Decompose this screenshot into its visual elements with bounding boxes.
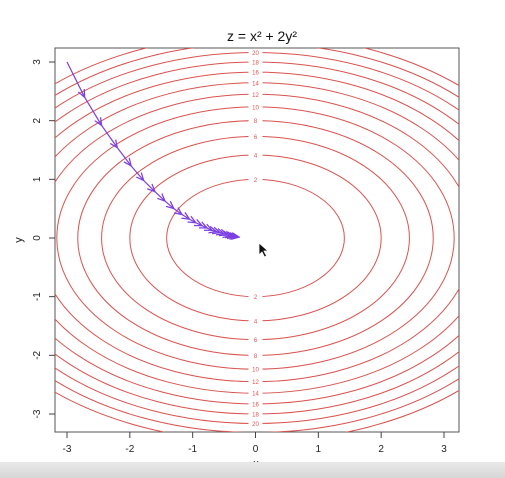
contour-label-bg <box>248 410 263 418</box>
contour-labels: 2 2 4 4 6 6 8 8 10 10 12 12 14 14 16 16 18 18 20 20 <box>248 48 263 428</box>
contour-line-6 <box>101 135 410 341</box>
plot-frame <box>54 47 460 433</box>
descent-step-arrow <box>173 209 182 215</box>
y-tick-label: -1 <box>32 292 43 301</box>
descent-step-arrow <box>202 226 207 228</box>
descent-step-arrow <box>207 228 212 230</box>
x-tick-label: -3 <box>63 444 72 455</box>
contour-label-bg <box>248 58 263 66</box>
contour-label: 2 <box>254 295 258 301</box>
descent-step-arrow <box>101 125 118 147</box>
contour-line-2 <box>166 178 345 298</box>
contour-label: 18 <box>252 61 259 67</box>
contour-label-bg <box>248 90 263 99</box>
y-tick-label: 3 <box>32 59 43 65</box>
contour-label-bg <box>248 116 263 125</box>
contour-label-bg <box>248 102 263 111</box>
contour-label: 6 <box>254 135 258 141</box>
descent-step-arrow <box>164 200 174 209</box>
descent-step-arrow <box>212 230 216 231</box>
x-tick-label: -2 <box>125 444 134 455</box>
x-axis-ticks: -3 -2 -1 0 1 2 3 <box>63 432 447 455</box>
x-tick-label: -1 <box>188 444 197 455</box>
contour-label-bg <box>248 389 263 398</box>
descent-step-arrow <box>154 191 165 201</box>
y-axis-label: y <box>13 237 25 243</box>
contour-label-bg <box>248 419 263 428</box>
contour-label-bg <box>248 151 263 160</box>
contour-label-bg <box>248 316 263 325</box>
contour-label: 4 <box>254 154 258 160</box>
y-axis-ticks: -3 -2 -1 0 1 2 3 <box>32 59 55 418</box>
descent-step-arrow <box>230 236 233 237</box>
descent-step-arrow <box>217 232 221 233</box>
window-bottom-edge <box>0 462 505 478</box>
contour-label-bg <box>248 377 263 386</box>
contour-label: 12 <box>252 93 259 99</box>
contour-label: 14 <box>252 81 259 87</box>
contour-label-bg <box>248 68 263 77</box>
contour-label: 8 <box>254 119 258 125</box>
descent-step-arrow <box>143 180 155 192</box>
contour-label-bg <box>248 292 263 301</box>
y-tick-label: -2 <box>32 350 43 359</box>
contour-label: 16 <box>252 71 259 77</box>
descent-step-arrow <box>220 233 224 234</box>
contour-label-bg <box>248 351 263 360</box>
contour-line-22 <box>55 48 459 432</box>
chart-title: z = x² + 2y² <box>227 28 297 44</box>
contour-label: 20 <box>252 51 259 57</box>
contour-label: 2 <box>254 178 258 184</box>
y-tick-label: 1 <box>32 176 43 182</box>
descent-step-arrow <box>190 219 196 223</box>
descent-step-arrow <box>227 235 230 236</box>
contour-label: 6 <box>254 338 258 344</box>
y-tick-label: 0 <box>32 235 43 241</box>
x-tick-label: 2 <box>378 444 384 455</box>
contour-label-bg <box>248 48 263 57</box>
descent-path <box>66 61 239 237</box>
y-tick-label: 2 <box>32 117 43 123</box>
contour-label-bg <box>248 399 263 408</box>
contour-label-bg <box>248 365 263 374</box>
y-tick-label: -3 <box>32 409 43 418</box>
contour-line-18 <box>55 61 459 415</box>
descent-step-arrow <box>116 147 131 166</box>
contour-label-bg <box>248 175 263 184</box>
descent-step-arrow <box>130 165 144 181</box>
descent-step-arrow <box>66 61 85 97</box>
mouse-pointer-icon <box>258 242 270 258</box>
contour-label: 4 <box>254 319 258 325</box>
descent-step-arrow <box>196 223 202 226</box>
contour-line-14 <box>55 82 459 394</box>
x-tick-label: 3 <box>441 444 447 455</box>
contour-label: 16 <box>252 402 259 408</box>
descent-step-arrow <box>84 96 102 125</box>
descent-step-arrow <box>182 215 190 220</box>
contour-label: 10 <box>252 368 259 374</box>
contour-label: 20 <box>252 422 259 428</box>
descent-step-arrow <box>224 234 227 235</box>
contour-label: 18 <box>252 413 259 419</box>
contour-label: 12 <box>252 380 259 386</box>
x-tick-label: 0 <box>253 444 259 455</box>
contour-label-bg <box>248 78 263 87</box>
contour-label: 10 <box>252 105 259 111</box>
x-tick-label: 1 <box>316 444 322 455</box>
contour-label-bg <box>248 132 263 141</box>
contour-label: 8 <box>254 354 258 360</box>
contour-label: 14 <box>252 392 259 398</box>
contour-label-bg <box>248 335 263 344</box>
